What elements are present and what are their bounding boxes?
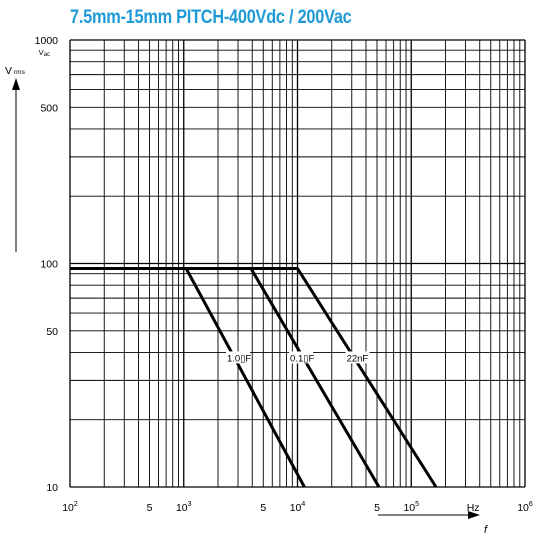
x-axis-arrow-head (468, 511, 480, 519)
data-curves: 1.0▯F 0.1▯F 22nF (70, 266, 438, 488)
series-label-2: 0.1▯F (290, 353, 314, 364)
x-tick-exponent: 6 (529, 501, 533, 508)
series-label-3: 22nF (347, 353, 369, 364)
x-tick-exponent: 2 (74, 501, 78, 508)
y-tick-subscript: ac (44, 52, 50, 58)
series-line-2 (70, 266, 381, 488)
series-label-bg (289, 351, 314, 364)
x-tick-label: 104 (290, 501, 306, 514)
x-tick-exponent: 5 (415, 501, 419, 508)
y-tick-label: 10 (46, 482, 58, 494)
x-tick-exponent: 4 (301, 501, 305, 508)
x-tick-label: 106 (517, 501, 533, 514)
series-label-bg (345, 351, 370, 364)
x-unit-label: Hz (467, 502, 480, 514)
y-tick-label: 50 (46, 326, 58, 338)
chart-title: 7.5mm-15mm PITCH-400Vdc / 200Vac (70, 7, 352, 28)
x-tick-label: 5 (374, 502, 380, 514)
y-tick-label: 500 (40, 102, 58, 114)
y-axis-label-subscript: rms (14, 69, 26, 76)
y-axis-arrow-head (12, 78, 20, 90)
y-tick-label: 100 (40, 259, 58, 271)
x-tick-label: 5 (147, 502, 153, 514)
series-line-3 (70, 266, 438, 488)
y-tick-label: 1000 (35, 35, 59, 47)
x-tick-label: 105 (403, 501, 419, 514)
x-axis-label: f (484, 524, 488, 535)
x-tick-label: 103 (176, 501, 192, 514)
x-tick-exponent: 3 (188, 501, 192, 508)
x-tick-label: 5 (260, 502, 266, 514)
series-label-1: 1.0▯F (227, 353, 251, 364)
grid-lines (69, 39, 526, 488)
y-tick-sublabel: Vac (39, 48, 50, 58)
x-tick-label: 102 (62, 501, 78, 514)
series-label-bg (225, 351, 250, 364)
